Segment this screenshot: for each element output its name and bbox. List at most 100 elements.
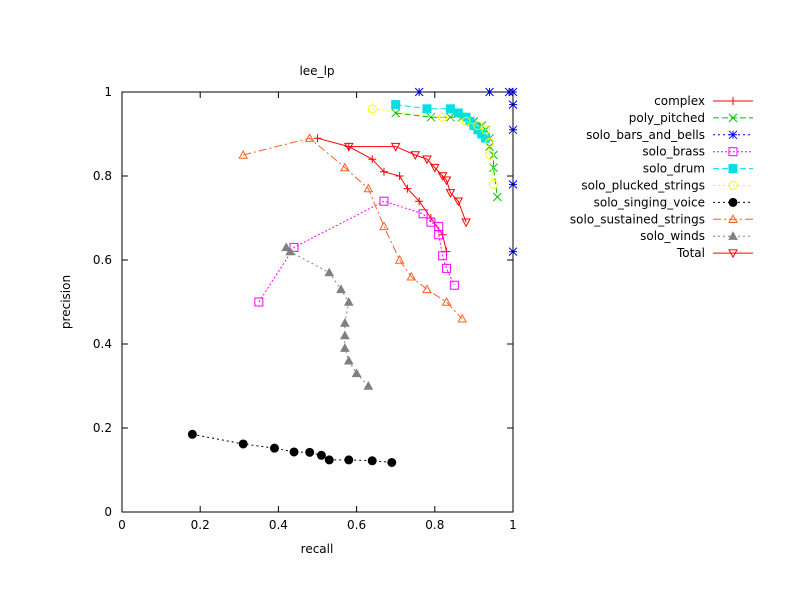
data-point xyxy=(351,368,362,378)
legend-item: complex xyxy=(654,94,753,108)
data-point xyxy=(422,284,432,294)
series-solo-brass xyxy=(254,196,459,307)
data-point xyxy=(728,231,738,240)
x-tick-label: 0.8 xyxy=(425,518,444,532)
series-line xyxy=(285,247,369,387)
x-tick-label: 0.6 xyxy=(347,518,366,532)
data-point xyxy=(729,97,737,105)
data-point xyxy=(410,151,421,161)
series-solo-winds xyxy=(281,242,374,390)
data-point xyxy=(461,218,471,228)
data-point xyxy=(728,147,738,157)
data-point xyxy=(426,112,436,122)
legend-item: poly_pitched xyxy=(629,111,753,125)
legend-item: solo_sustained_strings xyxy=(570,212,753,226)
legend-label: solo_plucked_strings xyxy=(581,179,705,193)
data-point xyxy=(305,447,315,457)
data-point xyxy=(441,296,452,306)
data-point xyxy=(457,313,468,323)
series-poly-pitched xyxy=(391,108,502,202)
data-point xyxy=(363,380,374,390)
y-tick-label: 0.2 xyxy=(93,421,112,435)
data-point xyxy=(438,112,448,122)
data-point xyxy=(367,456,377,466)
legend-label: solo_bars_and_bells xyxy=(586,128,705,142)
x-tick-label: 0 xyxy=(118,518,126,532)
y-tick-label: 0.6 xyxy=(93,253,112,267)
data-point xyxy=(367,104,377,114)
series-line xyxy=(317,137,448,252)
data-point xyxy=(422,104,432,114)
data-point xyxy=(387,457,397,467)
plot-frame xyxy=(121,91,514,513)
data-point xyxy=(446,112,455,122)
legend-label: solo_winds xyxy=(640,229,705,243)
legend-item: solo_bars_and_bells xyxy=(586,128,753,142)
data-point xyxy=(422,155,432,165)
data-point xyxy=(344,455,354,465)
x-tick-label: 0.2 xyxy=(191,518,210,532)
data-point xyxy=(324,455,334,465)
data-point xyxy=(379,221,389,231)
data-point xyxy=(324,267,335,277)
data-point xyxy=(728,197,738,207)
data-point xyxy=(415,197,424,206)
data-point xyxy=(343,296,354,306)
y-axis-label: precision xyxy=(59,275,73,329)
data-point xyxy=(254,297,264,307)
series-complex xyxy=(313,134,451,256)
x-axis-label: recall xyxy=(301,542,334,556)
data-point xyxy=(418,209,428,219)
y-tick-label: 0 xyxy=(104,505,112,519)
data-point xyxy=(395,172,404,180)
data-point xyxy=(442,263,452,273)
legend-item: solo_singing_voice xyxy=(594,195,753,209)
data-point xyxy=(453,197,464,207)
series-line xyxy=(348,146,467,223)
data-point xyxy=(461,116,471,126)
series-solo-singing-voice xyxy=(187,429,397,467)
data-point xyxy=(316,450,326,460)
y-tick-label: 0.8 xyxy=(93,169,112,183)
data-point xyxy=(340,317,350,327)
series-solo-plucked-strings xyxy=(367,104,498,189)
data-point xyxy=(485,137,495,147)
data-point xyxy=(728,164,738,174)
data-point xyxy=(187,429,197,439)
x-tick-label: 0.4 xyxy=(269,518,288,532)
data-point xyxy=(473,121,483,131)
data-point xyxy=(394,254,405,264)
series-solo-sustained-strings xyxy=(238,133,468,323)
legend-item: Total xyxy=(676,246,753,260)
series-line xyxy=(192,433,392,463)
data-point xyxy=(728,130,738,140)
data-point xyxy=(728,249,738,259)
data-point xyxy=(379,167,388,176)
data-point xyxy=(429,163,440,173)
data-point xyxy=(238,149,249,159)
data-point xyxy=(485,150,495,160)
legend-label: Total xyxy=(676,246,705,260)
data-point xyxy=(281,242,292,252)
data-point xyxy=(449,280,459,290)
data-point xyxy=(728,181,738,190)
legend-label: solo_brass xyxy=(642,145,705,159)
legend-item: solo_winds xyxy=(640,229,753,243)
data-point xyxy=(481,125,491,135)
data-point xyxy=(363,183,374,193)
data-point xyxy=(438,251,448,261)
data-point xyxy=(488,179,498,189)
axis-ticks: 0 0.2 0.4 0.6 0.8 1 0 0.2 0.4 0.6 0.8 1 xyxy=(93,85,517,532)
chart-title: lee_lp xyxy=(299,64,334,78)
data-point xyxy=(406,271,417,281)
data-point xyxy=(445,189,456,198)
data-point xyxy=(437,172,448,182)
y-tick-label: 1 xyxy=(104,85,112,99)
series-Total xyxy=(343,142,471,228)
data-point xyxy=(453,108,463,118)
legend-label: solo_singing_voice xyxy=(594,195,705,209)
series-solo-drum xyxy=(391,100,491,143)
data-point xyxy=(441,176,452,186)
plot-area xyxy=(187,87,518,467)
